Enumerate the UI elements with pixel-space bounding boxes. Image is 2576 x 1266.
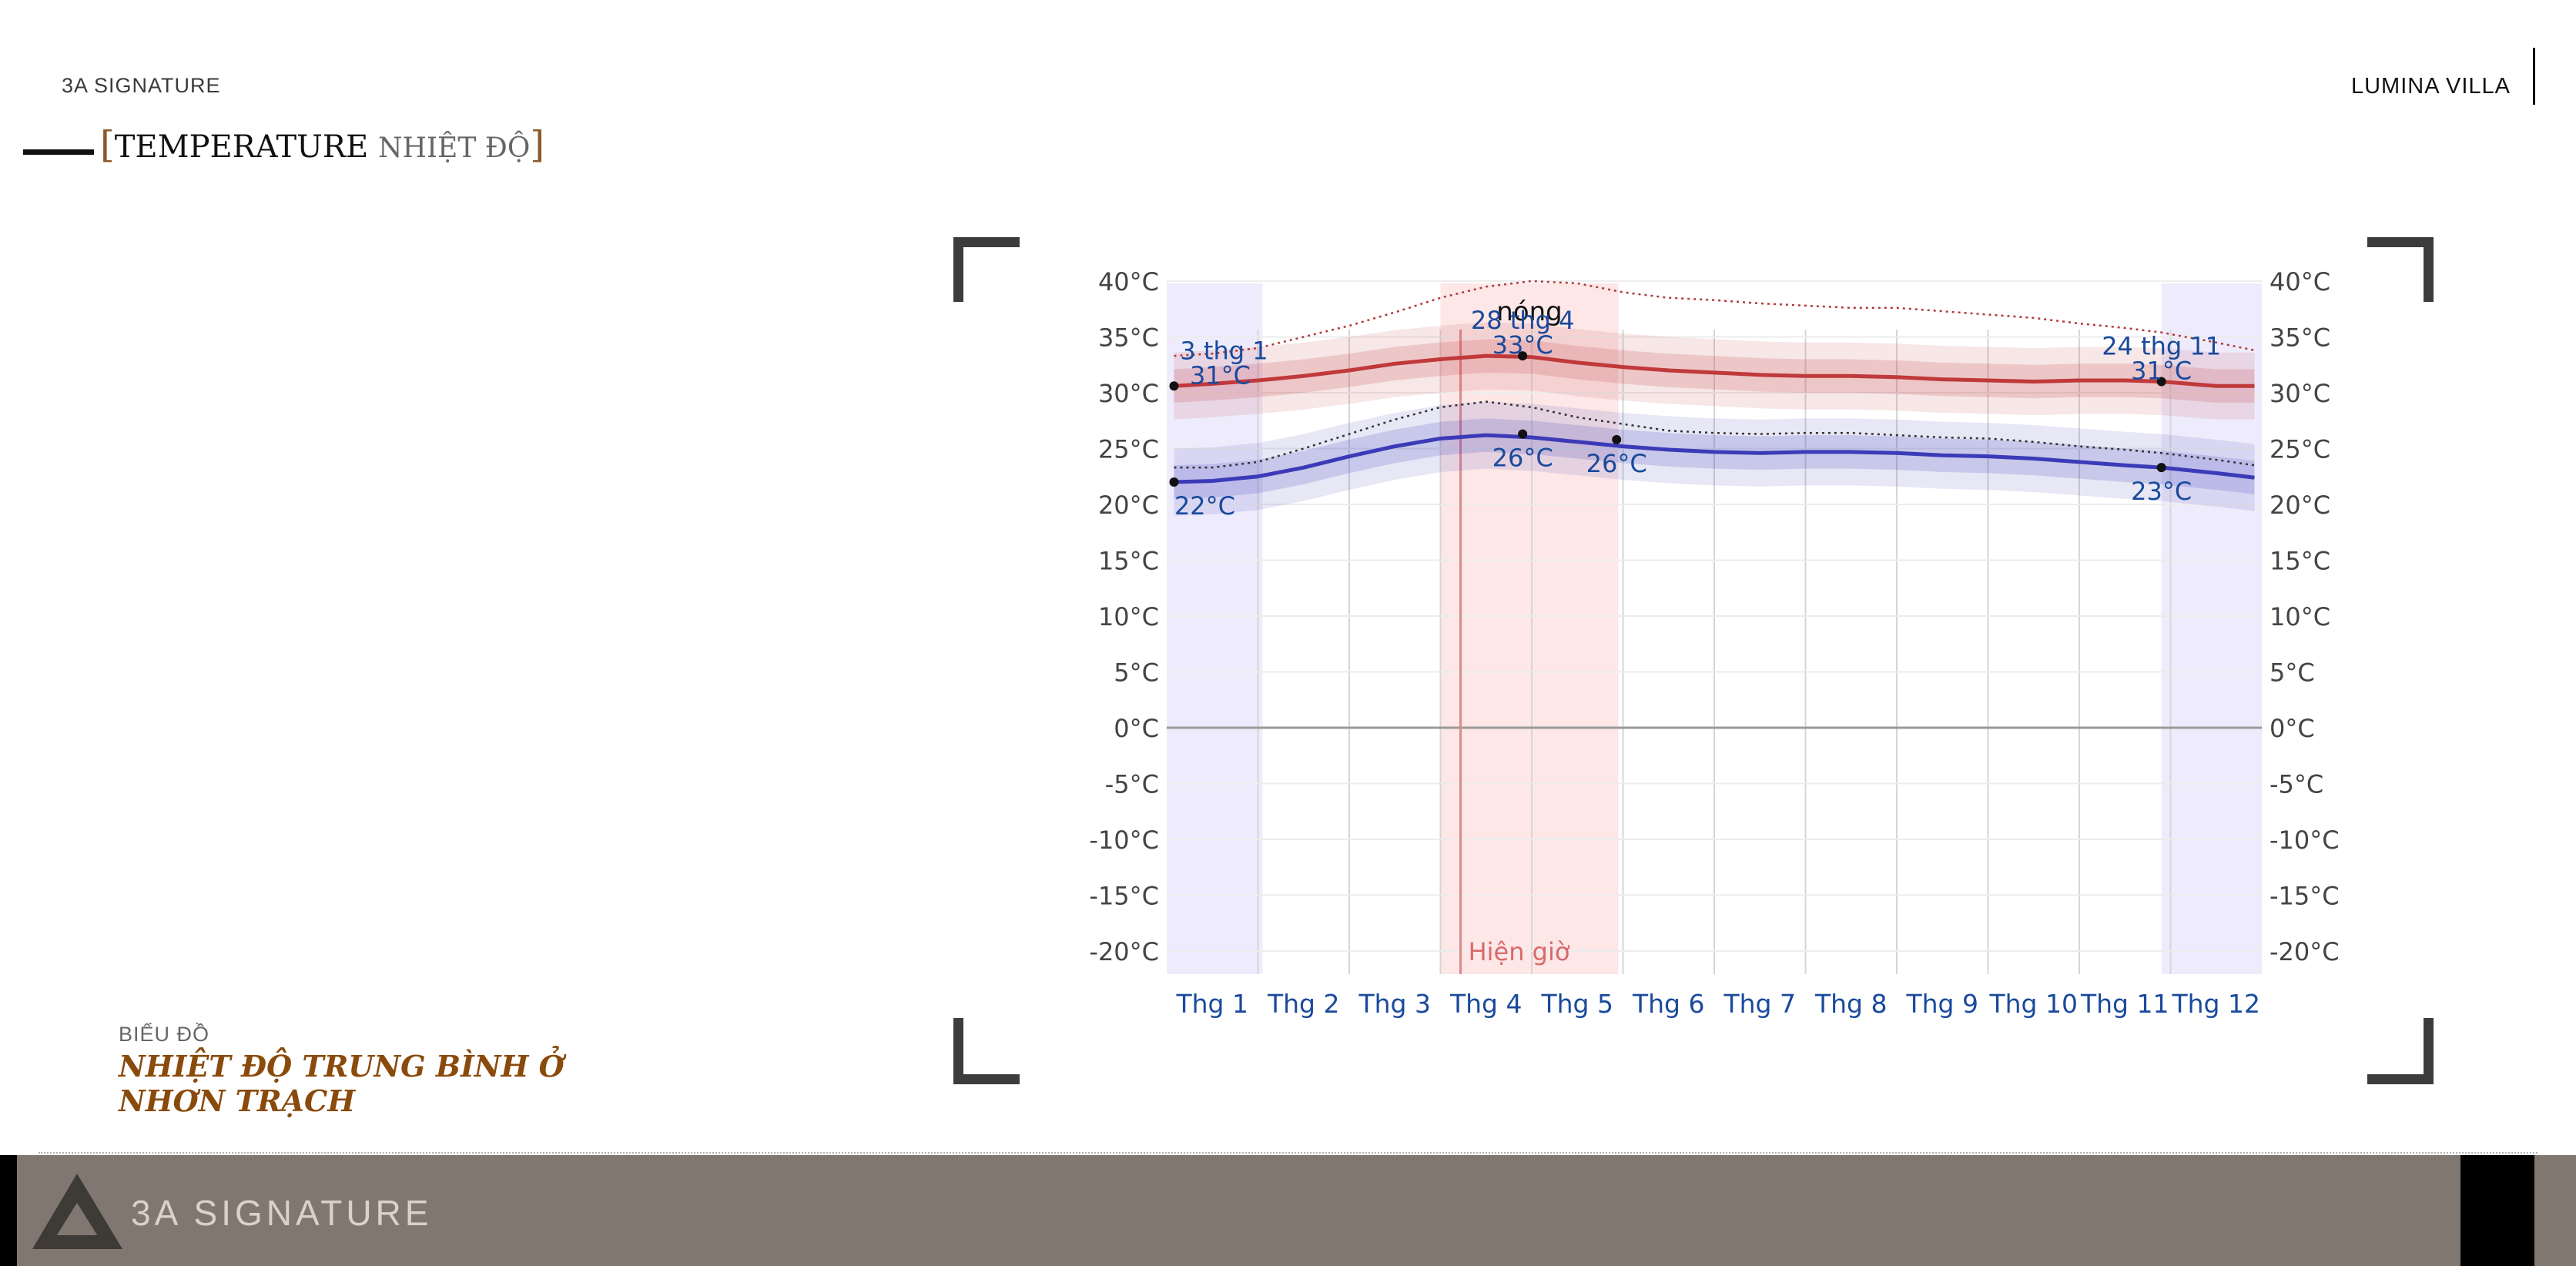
y-tick-left: -10°C (1089, 826, 1159, 855)
title-vietnamese: NHIỆT ĐỘ (377, 132, 531, 164)
x-tick-label: Thg 11 (2080, 989, 2169, 1019)
temperature-chart: nóng 40°C 40°C 35°C 35°C 30°C 30°C 25°C 25°C 20°C… (1089, 267, 2340, 1019)
y-tick-right: -15°C (2269, 882, 2340, 911)
brand-logo-icon (32, 1174, 122, 1249)
high-p90-line (1174, 280, 2255, 357)
high-series-line (1174, 353, 2255, 388)
title-rule (23, 149, 94, 155)
annotation-value: 26°C (1492, 444, 1553, 473)
page-title: [TEMPERATURE NHIỆT ĐỘ] (100, 123, 544, 166)
header-divider (2533, 48, 2535, 105)
y-tick-left: 25°C (1098, 435, 1159, 464)
annotation-point (1169, 477, 1179, 487)
footer-right-edge (2460, 1155, 2534, 1266)
caption-title: NHIỆT ĐỘ TRUNG BÌNH Ở NHƠN TRẠCH (119, 1049, 564, 1118)
cool-season-band-1 (2161, 283, 2262, 974)
y-tick-left: 10°C (1098, 602, 1159, 631)
y-tick-left: -15°C (1089, 882, 1159, 911)
annotation-value: 33°C (1492, 330, 1553, 360)
annotation-point (1169, 381, 1179, 391)
annotation-point (2156, 377, 2166, 387)
x-tick-label: Thg 12 (2171, 989, 2260, 1019)
title-bracket-close: ] (530, 123, 545, 166)
y-tick-right: 25°C (2269, 435, 2330, 464)
annotation-date: 3 thg 1 (1180, 336, 1268, 365)
annotation-value: 23°C (2131, 477, 2192, 506)
y-tick-right: 30°C (2269, 379, 2330, 408)
annotation-date: 28 thg 4 (1471, 306, 1575, 335)
x-tick-label: Thg 6 (1632, 989, 1705, 1019)
y-tick-left: 5°C (1114, 658, 1159, 688)
x-tick-label: Thg 1 (1175, 989, 1248, 1019)
y-tick-left: -5°C (1105, 770, 1159, 799)
y-tick-right: -20°C (2269, 937, 2340, 966)
footer-left-edge (0, 1155, 17, 1266)
low-p90-line (1174, 400, 2255, 469)
low-series-line (1174, 433, 2255, 484)
footer-brand-name: 3A SIGNATURE (131, 1193, 433, 1233)
annotation-date: 24 thg 11 (2102, 332, 2221, 361)
annotation-value: 22°C (1174, 491, 1235, 521)
frame-corner-top-left (953, 237, 1020, 302)
y-tick-left: 20°C (1098, 491, 1159, 520)
annotation-point (1518, 351, 1528, 361)
annotation-value: 31°C (1190, 360, 1251, 390)
x-tick-label: Thg 7 (1723, 989, 1796, 1019)
y-tick-left: -20°C (1089, 937, 1159, 966)
x-tick-label: Thg 2 (1267, 989, 1340, 1019)
title-english: TEMPERATURE (114, 129, 369, 165)
annotation-value: 26°C (1586, 449, 1647, 478)
y-tick-left: 35°C (1098, 323, 1159, 353)
y-tick-right: 0°C (2269, 714, 2315, 743)
project-name: LUMINA VILLA (2350, 74, 2511, 99)
title-bracket-open: [ (100, 123, 115, 166)
y-tick-right: 5°C (2269, 658, 2315, 688)
x-tick-label: Thg 10 (1988, 989, 2078, 1019)
x-tick-label: Thg 8 (1814, 989, 1888, 1019)
footer: 3A SIGNATURE (0, 1155, 2576, 1266)
x-tick-label: Thg 5 (1540, 989, 1613, 1019)
annotation-point (1612, 434, 1622, 444)
y-tick-left: 0°C (1114, 714, 1159, 743)
annotation-point (2156, 463, 2166, 473)
y-tick-right: 15°C (2269, 547, 2330, 576)
footer-separator (39, 1152, 2537, 1154)
frame-corner-bottom-right (2367, 1018, 2434, 1084)
y-tick-left: 30°C (1098, 379, 1159, 408)
low-band-outer (1174, 401, 2255, 516)
season-label: nóng (1496, 296, 1562, 327)
frame-corner-top-right (2367, 237, 2434, 302)
annotation-point (1518, 429, 1528, 439)
y-tick-right: 20°C (2269, 491, 2330, 520)
annotation-value: 31°C (2131, 357, 2192, 386)
header-brand: 3A SIGNATURE (62, 74, 221, 97)
y-tick-right: 10°C (2269, 602, 2330, 631)
y-tick-right: -10°C (2269, 826, 2340, 855)
cool-season-band-0 (1167, 283, 1263, 974)
frame-corner-bottom-left (953, 1018, 1020, 1084)
y-tick-right: 35°C (2269, 323, 2330, 353)
y-tick-right: 40°C (2269, 267, 2330, 296)
now-marker-label: Hiện giờ (1469, 937, 1570, 966)
caption-label: BIỂU ĐỒ (119, 1023, 210, 1046)
y-tick-right: -5°C (2269, 770, 2323, 799)
x-tick-label: Thg 3 (1358, 989, 1431, 1019)
hot-season-band (1440, 283, 1619, 974)
y-tick-left: 15°C (1098, 547, 1159, 576)
x-tick-label: Thg 4 (1449, 989, 1522, 1019)
y-tick-left: 40°C (1098, 267, 1159, 296)
x-tick-label: Thg 9 (1905, 989, 1978, 1019)
